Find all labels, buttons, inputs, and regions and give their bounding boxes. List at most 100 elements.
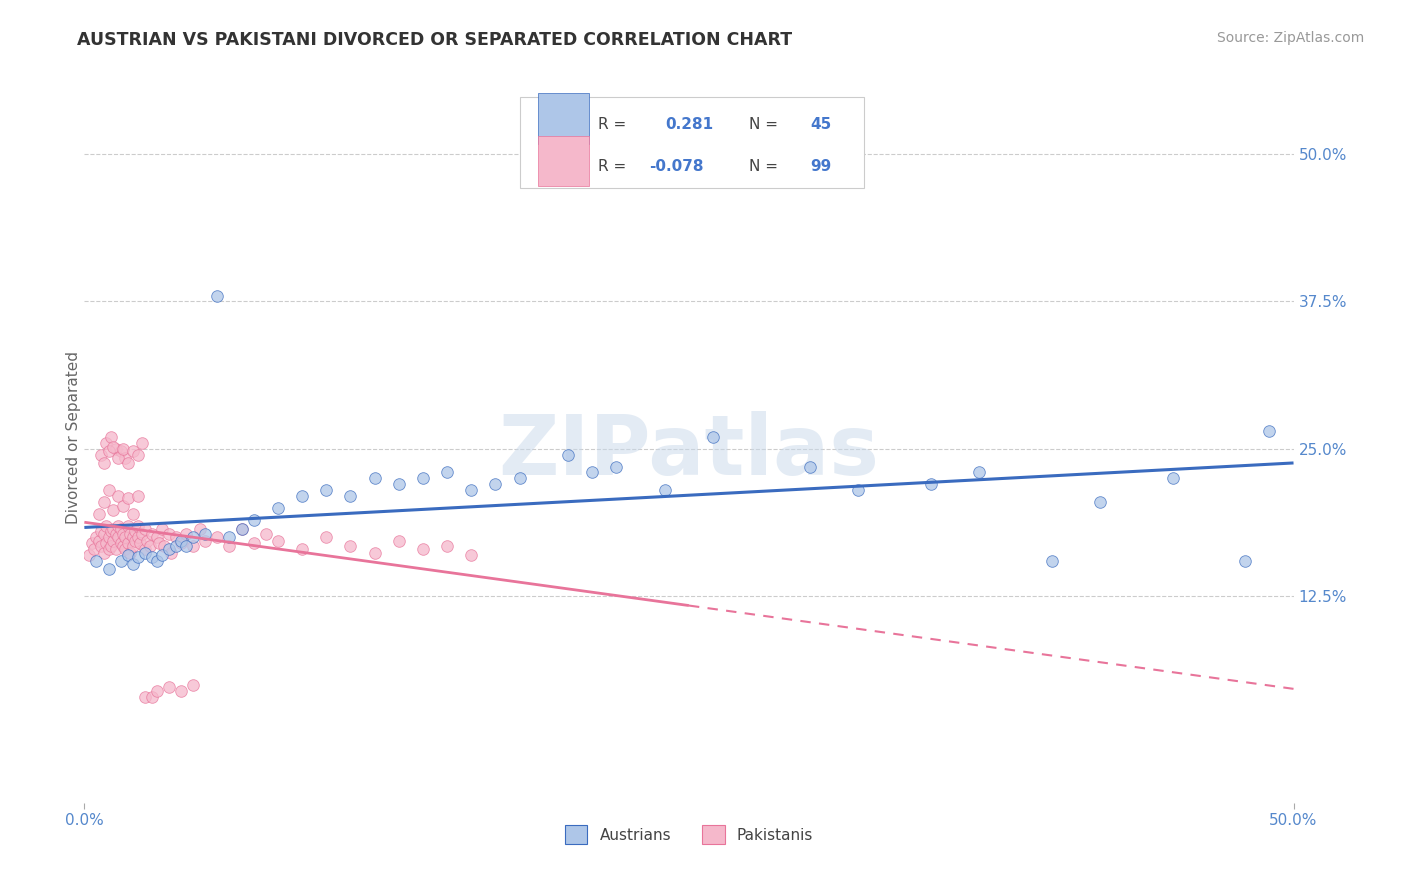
- Point: [150, 522, 173, 536]
- Point: [846, 483, 869, 498]
- Point: [93, 456, 115, 470]
- Text: R =: R =: [599, 159, 627, 174]
- Text: ZIPatlas: ZIPatlas: [499, 411, 879, 492]
- Point: [124, 533, 146, 548]
- Point: [291, 542, 314, 557]
- Point: [605, 459, 627, 474]
- Point: [124, 524, 146, 539]
- Point: [103, 503, 125, 517]
- Point: [100, 524, 122, 539]
- Point: [242, 536, 264, 550]
- Point: [90, 539, 112, 553]
- Point: [157, 526, 180, 541]
- Point: [97, 562, 120, 576]
- Point: [153, 539, 176, 553]
- Point: [157, 542, 180, 557]
- Text: Source: ZipAtlas.com: Source: ZipAtlas.com: [1216, 31, 1364, 45]
- Text: -0.078: -0.078: [650, 159, 703, 174]
- Point: [231, 522, 253, 536]
- Point: [339, 489, 361, 503]
- Point: [557, 448, 579, 462]
- Point: [799, 459, 821, 474]
- Legend: Austrians, Pakistanis: Austrians, Pakistanis: [558, 819, 820, 850]
- Point: [207, 288, 229, 302]
- Point: [127, 550, 149, 565]
- Point: [388, 533, 411, 548]
- Point: [1258, 424, 1281, 438]
- Point: [87, 507, 110, 521]
- Point: [121, 539, 143, 553]
- Point: [112, 499, 135, 513]
- Point: [107, 530, 129, 544]
- Point: [90, 524, 112, 539]
- Point: [412, 542, 434, 557]
- Point: [127, 489, 149, 503]
- Point: [83, 542, 105, 557]
- Point: [1161, 471, 1184, 485]
- Point: [100, 539, 122, 553]
- Point: [218, 530, 240, 544]
- Point: [436, 539, 458, 553]
- Point: [181, 539, 204, 553]
- Point: [127, 530, 149, 544]
- Point: [146, 530, 169, 544]
- Point: [702, 430, 724, 444]
- Point: [148, 536, 170, 550]
- Point: [117, 536, 139, 550]
- Point: [190, 522, 212, 536]
- Point: [100, 430, 122, 444]
- Point: [129, 536, 152, 550]
- Point: [388, 477, 411, 491]
- Point: [134, 690, 156, 704]
- Point: [110, 444, 132, 458]
- Point: [484, 477, 506, 491]
- Point: [581, 466, 603, 480]
- FancyBboxPatch shape: [520, 97, 865, 188]
- Y-axis label: Divorced or Separated: Divorced or Separated: [66, 351, 80, 524]
- Point: [117, 491, 139, 506]
- Point: [920, 477, 942, 491]
- Point: [170, 683, 193, 698]
- Point: [86, 554, 108, 568]
- Point: [107, 451, 129, 466]
- Point: [114, 542, 136, 557]
- Point: [412, 471, 434, 485]
- Point: [315, 530, 337, 544]
- Point: [114, 530, 136, 544]
- Point: [110, 554, 132, 568]
- Point: [170, 536, 193, 550]
- Point: [110, 536, 132, 550]
- Point: [134, 542, 156, 557]
- Text: N =: N =: [749, 117, 779, 132]
- Point: [112, 526, 135, 541]
- Point: [363, 471, 385, 485]
- Point: [138, 539, 160, 553]
- Point: [315, 483, 337, 498]
- Point: [77, 548, 100, 562]
- Point: [86, 530, 108, 544]
- Text: AUSTRIAN VS PAKISTANI DIVORCED OR SEPARATED CORRELATION CHART: AUSTRIAN VS PAKISTANI DIVORCED OR SEPARA…: [77, 31, 793, 49]
- Point: [967, 466, 990, 480]
- Point: [121, 444, 143, 458]
- Point: [134, 546, 156, 560]
- Point: [291, 489, 314, 503]
- Point: [120, 546, 142, 560]
- Point: [267, 500, 290, 515]
- Point: [363, 546, 385, 560]
- Point: [460, 483, 482, 498]
- Point: [654, 483, 676, 498]
- Point: [112, 539, 135, 553]
- Point: [97, 530, 120, 544]
- Point: [131, 436, 153, 450]
- Point: [103, 522, 125, 536]
- Point: [160, 546, 183, 560]
- Point: [104, 542, 127, 557]
- Point: [110, 522, 132, 536]
- Point: [134, 522, 156, 536]
- Point: [218, 539, 240, 553]
- Point: [114, 451, 136, 466]
- Point: [94, 536, 117, 550]
- Point: [1234, 554, 1257, 568]
- Point: [254, 526, 277, 541]
- Point: [97, 444, 120, 458]
